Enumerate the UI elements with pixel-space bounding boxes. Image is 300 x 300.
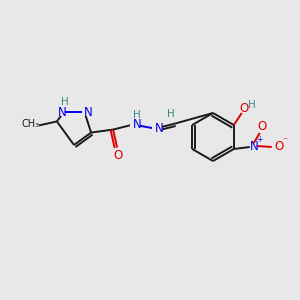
Text: O: O [239,101,248,115]
Text: H: H [61,98,68,107]
Bar [82,108,92,116]
Bar [130,121,140,129]
Text: O: O [274,140,283,152]
Text: O: O [113,149,123,162]
Text: N: N [58,106,67,119]
Text: N: N [84,106,93,119]
Text: +: + [256,136,263,145]
Text: N: N [249,140,258,152]
Text: CH₃: CH₃ [22,119,40,129]
Text: H: H [167,109,175,118]
Text: ⁻: ⁻ [282,136,287,146]
Text: N: N [133,118,142,131]
Bar [56,108,65,116]
Text: O: O [257,121,266,134]
Text: H: H [248,100,256,110]
Bar [152,124,162,133]
Text: H: H [133,110,141,120]
Text: N: N [155,122,164,135]
